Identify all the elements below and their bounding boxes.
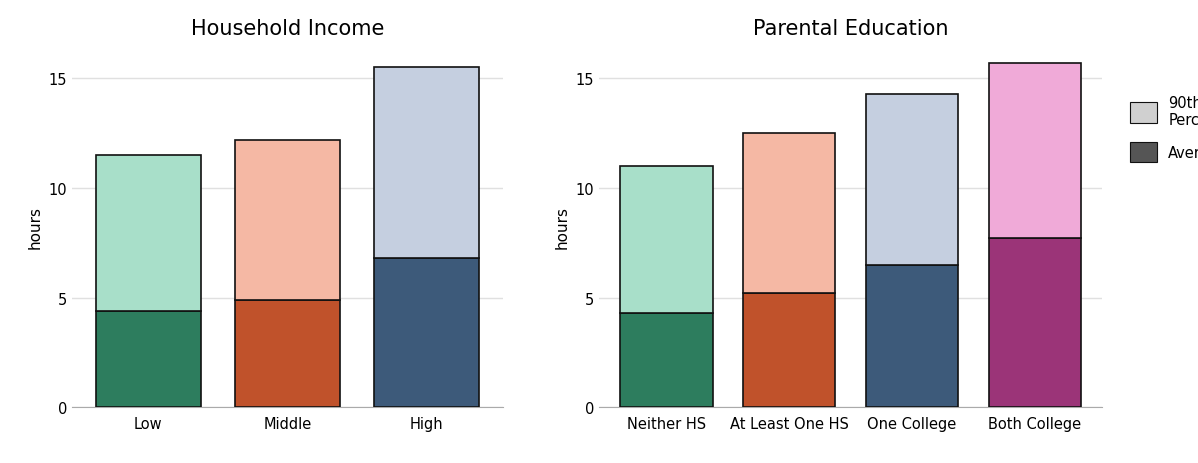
Bar	[235, 300, 340, 407]
Bar	[96, 311, 200, 407]
Bar	[988, 64, 1081, 239]
Bar	[621, 313, 713, 407]
Bar	[743, 294, 835, 407]
Bar	[988, 239, 1081, 407]
Bar	[375, 68, 479, 259]
Legend: 90th
Percentile, Average: 90th Percentile, Average	[1125, 90, 1198, 169]
Bar	[375, 259, 479, 407]
Y-axis label: hours: hours	[555, 206, 570, 248]
Title: Parental Education: Parental Education	[752, 19, 949, 39]
Bar	[621, 167, 713, 313]
Title: Household Income: Household Income	[190, 19, 385, 39]
Bar	[235, 140, 340, 300]
Bar	[866, 265, 958, 407]
Y-axis label: hours: hours	[28, 206, 43, 248]
Bar	[96, 156, 200, 311]
Bar	[866, 94, 958, 265]
Bar	[743, 134, 835, 294]
